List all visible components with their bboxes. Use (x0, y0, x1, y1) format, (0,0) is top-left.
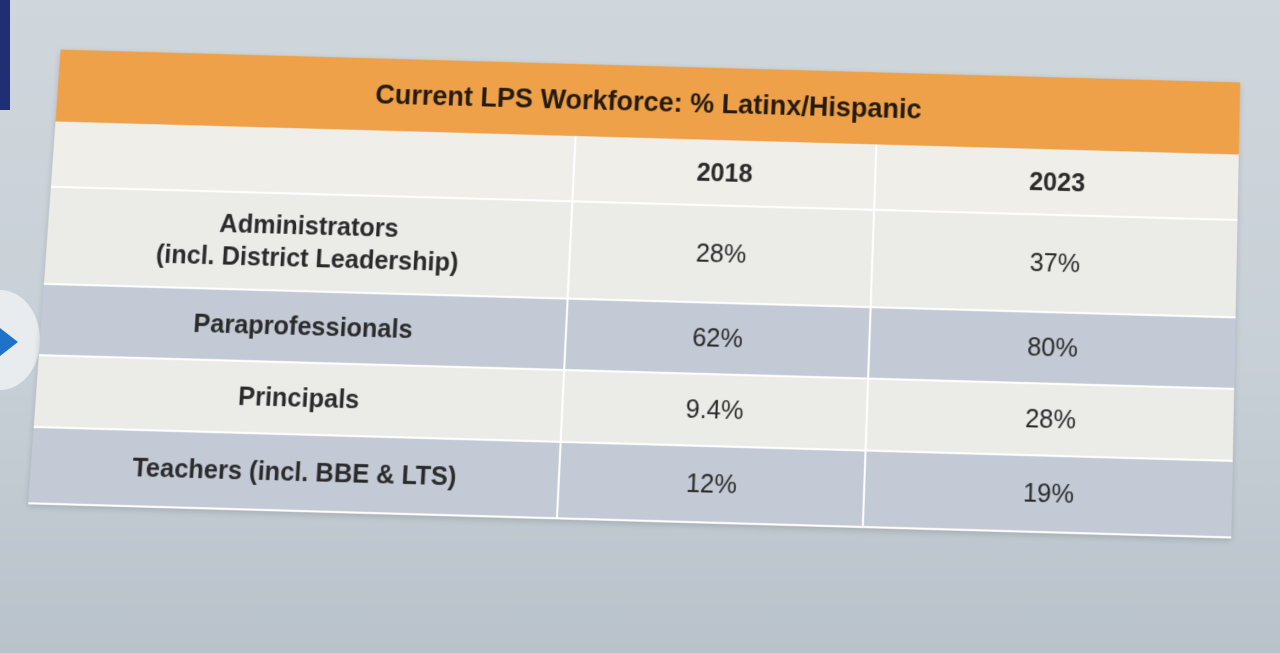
cell-administrators-2018: 28% (569, 202, 875, 308)
workforce-table: Current LPS Workforce: % Latinx/Hispanic… (28, 50, 1240, 539)
cell-administrators-2023: 37% (872, 211, 1238, 319)
row-label-teachers: Teachers (incl. BBE & LTS) (28, 428, 561, 519)
cell-principals-2023: 28% (867, 380, 1235, 462)
cell-paraprofessionals-2023: 80% (869, 308, 1235, 390)
header-2023: 2023 (875, 144, 1239, 221)
arrow-right-icon (0, 328, 18, 356)
cell-teachers-2023: 19% (864, 452, 1233, 539)
edge-bar (0, 0, 10, 110)
row-label-administrators: Administrators (incl. District Leadershi… (44, 188, 573, 300)
row-label-line1: Administrators (219, 208, 400, 245)
row-label-line2: (incl. District Leadership) (155, 238, 459, 279)
cell-paraprofessionals-2018: 62% (565, 300, 871, 380)
header-2018: 2018 (573, 136, 877, 211)
table-grid: 2018 2023 Administrators (incl. District… (28, 121, 1239, 538)
cell-teachers-2018: 12% (558, 443, 867, 528)
cell-principals-2018: 9.4% (562, 371, 869, 451)
